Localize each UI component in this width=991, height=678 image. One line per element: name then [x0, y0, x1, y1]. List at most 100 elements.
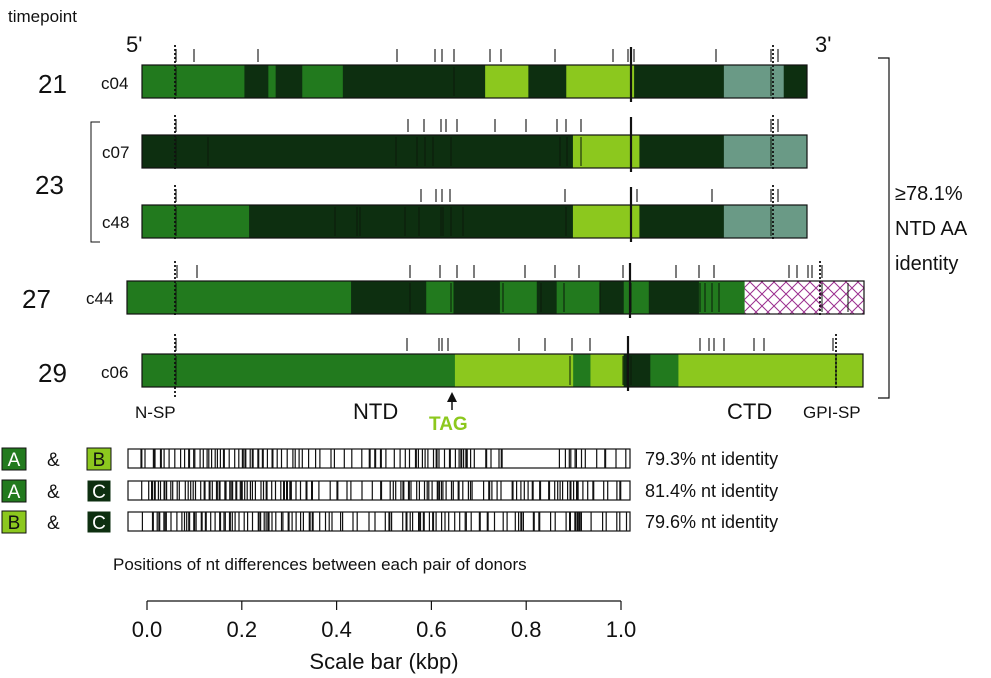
gene-bar-outline [126, 280, 865, 315]
gene-bar [141, 45, 808, 102]
comparison-row-AB: A B & 79.3% nt identity [1, 447, 778, 471]
segment-B [572, 135, 640, 168]
clone-label: c44 [86, 289, 113, 308]
segment-C [783, 65, 808, 98]
donor-A-badge: A [1, 479, 27, 503]
segment-C [351, 281, 427, 314]
nt-identity-label: 79.6% nt identity [645, 512, 778, 532]
comparison-row-AC: A C & 81.4% nt identity [1, 479, 778, 503]
segment-A [426, 281, 454, 314]
gene-bar-outline [141, 204, 808, 239]
gene-bar-outline [141, 353, 864, 388]
timepoint-header: timepoint [8, 7, 77, 26]
segment-C [244, 65, 269, 98]
tag-label: TAG [429, 414, 468, 435]
scale-bar: 0.0 0.2 0.4 0.6 0.8 1.0 Scale bar (kbp) [132, 600, 637, 674]
nt-difference-strip [127, 511, 631, 532]
gene-bar [141, 334, 864, 391]
segment-B [454, 354, 574, 387]
ampersand: & [47, 513, 60, 534]
gpi-sp-label: GPI-SP [803, 403, 861, 422]
ctd-label: CTD [727, 399, 772, 424]
segment-C [599, 281, 625, 314]
clone-label: c06 [101, 363, 128, 382]
ntd-label: NTD [353, 399, 398, 424]
clone-label: c07 [102, 143, 129, 162]
segment-A [142, 65, 245, 98]
gene-bar [141, 185, 808, 242]
donor-letter: C [92, 513, 106, 534]
n-sp-label: N-SP [135, 403, 176, 422]
positions-caption: Positions of nt differences between each… [113, 555, 527, 574]
identity-bracket [878, 57, 890, 399]
segment-A [623, 281, 650, 314]
segment-B [572, 205, 640, 238]
segment-B [590, 354, 625, 387]
gene-bar [141, 115, 808, 172]
sequence-row-c44: 27 c44 [22, 261, 865, 318]
scale-tick-label: 0.2 [227, 617, 258, 642]
segment-A [142, 354, 456, 387]
donor-A-badge: A [1, 447, 27, 471]
segment-C [639, 205, 725, 238]
segment-A [302, 65, 344, 98]
nt-identity-label: 79.3% nt identity [645, 449, 778, 469]
donor-letter: C [92, 482, 106, 503]
segment-C [142, 135, 574, 168]
timepoint-23-bracket [90, 121, 100, 243]
identity-label: ≥78.1% NTD AA identity [895, 183, 972, 275]
donor-letter: B [93, 450, 106, 471]
three-prime-label: 3' [815, 32, 831, 57]
scale-tick-label: 1.0 [606, 617, 637, 642]
segment-grey [723, 65, 785, 98]
donor-B-badge: B [86, 447, 112, 471]
segment-C [528, 65, 567, 98]
clone-label: c04 [101, 74, 128, 93]
segment-grey [723, 135, 808, 168]
segment-A [142, 205, 250, 238]
segment-B [485, 65, 529, 98]
segment-C [453, 281, 501, 314]
segment-C [342, 65, 486, 98]
sequence-row-c06: 29 c06 [38, 334, 864, 391]
sequence-row-c07: 23 c07 [35, 115, 808, 200]
segment-A [650, 354, 679, 387]
segment-grey [723, 205, 808, 238]
segment-A [573, 354, 591, 387]
scale-tick-label: 0.4 [321, 617, 352, 642]
segment-C [249, 205, 574, 238]
sequence-row-c48: c48 [102, 185, 808, 242]
ampersand: & [47, 482, 60, 503]
donor-letter: A [8, 482, 21, 503]
timepoint-label: 29 [38, 358, 67, 388]
scale-tick-label: 0.6 [416, 617, 447, 642]
gene-bar [126, 261, 865, 318]
segment-C [634, 65, 725, 98]
segment-A [499, 281, 538, 314]
ampersand: & [47, 450, 60, 471]
donor-C-badge: C [86, 510, 112, 534]
donor-B-badge: B [1, 510, 27, 534]
tag-arrow [447, 392, 457, 410]
timepoint-label: 27 [22, 284, 51, 314]
sequence-row-c04: 21 c04 [38, 45, 808, 102]
segment-C [536, 281, 558, 314]
segment-C [275, 65, 303, 98]
timepoint-label: 23 [35, 170, 64, 200]
segment-A [556, 281, 600, 314]
scale-bar-label: Scale bar (kbp) [309, 649, 458, 674]
segment-C [639, 135, 725, 168]
segment-A [127, 281, 352, 314]
gene-bar-outline [141, 64, 808, 99]
nt-difference-strip [127, 448, 631, 469]
segment-A [268, 65, 277, 98]
segment-C [648, 281, 700, 314]
donor-letter: B [8, 513, 21, 534]
gene-bar-outline [141, 134, 808, 169]
comparison-row-BC: B C & 79.6% nt identity [1, 510, 778, 534]
segment-B [566, 65, 635, 98]
timepoint-label: 21 [38, 69, 67, 99]
clone-label: c48 [102, 213, 129, 232]
